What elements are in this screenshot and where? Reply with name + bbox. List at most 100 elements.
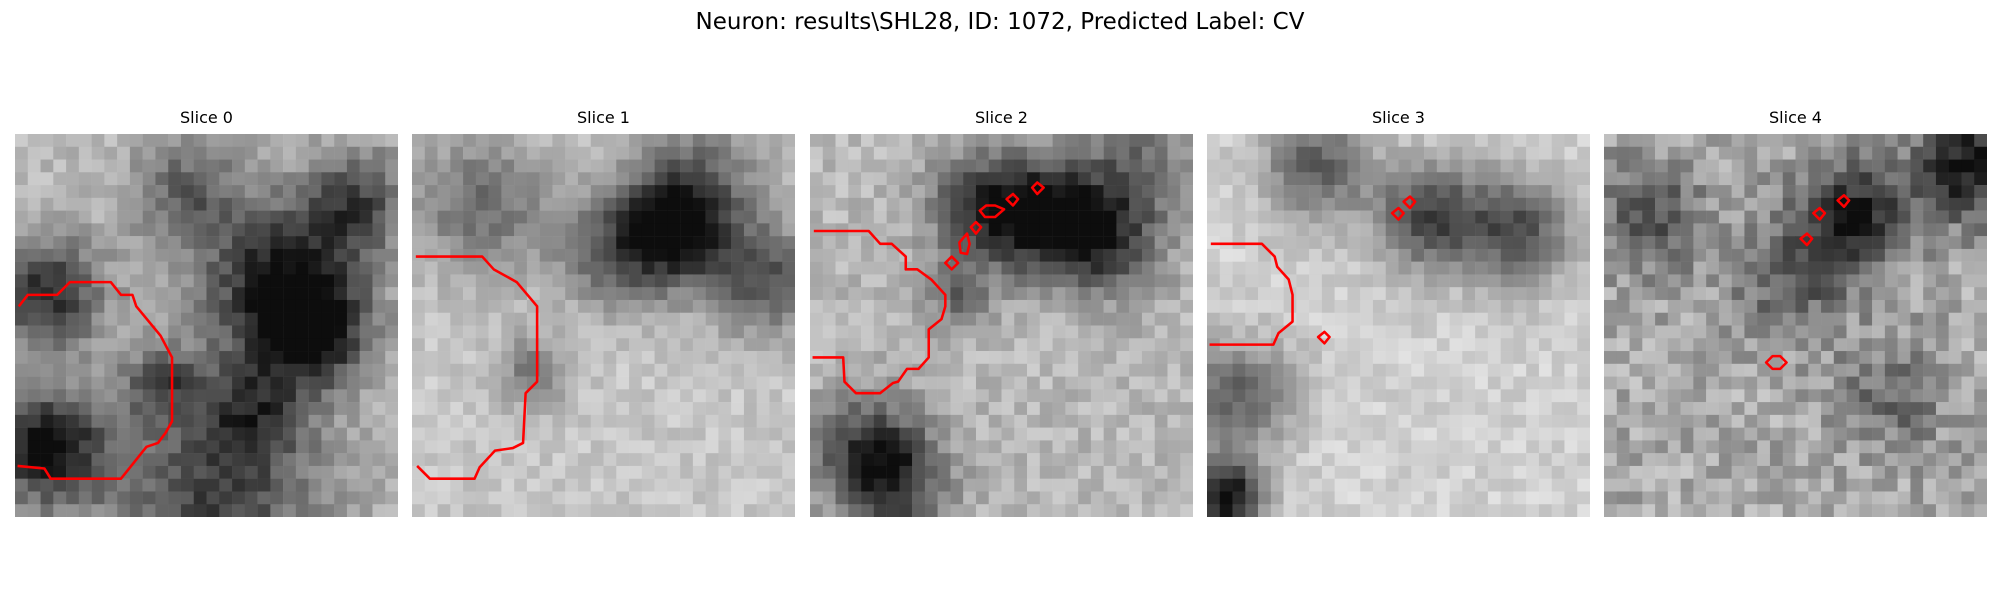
pixel [743, 312, 757, 326]
pixel [257, 197, 271, 211]
pixel [1923, 325, 1937, 339]
pixel [463, 325, 477, 339]
pixel [975, 465, 989, 479]
pixel [1859, 261, 1873, 275]
pixel [104, 248, 118, 262]
pixel [1372, 402, 1386, 416]
pixel [91, 223, 105, 237]
pixel [692, 491, 706, 505]
pixel [463, 223, 477, 237]
pixel [308, 287, 322, 301]
pixel [321, 376, 335, 390]
pixel [1219, 197, 1233, 211]
pixel [822, 312, 836, 326]
pixel [552, 504, 566, 517]
pixel [1180, 351, 1193, 365]
pixel [937, 491, 951, 505]
pixel [1103, 389, 1117, 403]
pixel [912, 427, 926, 441]
pixel [1769, 274, 1783, 288]
pixel [180, 325, 194, 339]
pixel [412, 159, 426, 173]
pixel [295, 389, 309, 403]
pixel [861, 504, 875, 517]
pixel [1795, 478, 1809, 492]
pixel [1910, 478, 1924, 492]
pixel [1207, 197, 1221, 211]
pixel [1859, 363, 1873, 377]
pixel [886, 338, 900, 352]
pixel [283, 236, 297, 250]
pixel [1052, 440, 1066, 454]
pixel [437, 210, 451, 224]
pixel [1167, 338, 1181, 352]
pixel [1513, 223, 1527, 237]
pixel [424, 312, 438, 326]
pixel [1027, 159, 1041, 173]
pixel [1245, 389, 1259, 403]
pixel [1398, 172, 1412, 186]
pixel [53, 299, 67, 313]
pixel [372, 440, 386, 454]
pixel [1436, 453, 1450, 467]
pixel [463, 465, 477, 479]
pixel [334, 236, 348, 250]
pixel [603, 248, 617, 262]
pixel [1693, 299, 1707, 313]
pixel [1258, 402, 1272, 416]
pixel [1846, 478, 1860, 492]
pixel [1846, 185, 1860, 199]
pixel [1475, 402, 1489, 416]
pixel [937, 504, 951, 517]
pixel [782, 453, 795, 467]
pixel [1309, 223, 1323, 237]
pixel [718, 478, 732, 492]
pixel [1347, 414, 1361, 428]
pixel [899, 504, 913, 517]
pixel [424, 440, 438, 454]
pixel [193, 236, 207, 250]
pixel [1910, 146, 1924, 160]
pixel [308, 465, 322, 479]
pixel [1385, 146, 1399, 160]
pixel [552, 465, 566, 479]
pixel [705, 159, 719, 173]
pixel [193, 453, 207, 467]
roi-contour-fragment [1316, 195, 1417, 345]
pixel [988, 223, 1002, 237]
pixel [321, 146, 335, 160]
pixel [1706, 197, 1720, 211]
pixel [861, 299, 875, 313]
pixel [1577, 197, 1590, 211]
pixel [756, 274, 770, 288]
pixel [1616, 414, 1630, 428]
pixel [1859, 338, 1873, 352]
pixel [206, 197, 220, 211]
pixel [1462, 223, 1476, 237]
pixel [1219, 363, 1233, 377]
pixel [1052, 402, 1066, 416]
pixel [1462, 376, 1476, 390]
pixel [963, 299, 977, 313]
pixel [590, 312, 604, 326]
pixel [334, 299, 348, 313]
pixel [641, 325, 655, 339]
pixel [437, 197, 451, 211]
pixel [1309, 299, 1323, 313]
pixel [899, 325, 913, 339]
pixel [321, 414, 335, 428]
pixel [1065, 363, 1079, 377]
pixel [1872, 402, 1886, 416]
pixel [1449, 134, 1463, 148]
pixel [1398, 146, 1412, 160]
pixel [912, 478, 926, 492]
pixel [104, 504, 118, 517]
pixel [975, 440, 989, 454]
pixel [66, 504, 80, 517]
pixel [129, 146, 143, 160]
pixel [1283, 159, 1297, 173]
pixel [168, 440, 182, 454]
pixel [359, 236, 373, 250]
pixel [168, 376, 182, 390]
pixel [731, 274, 745, 288]
